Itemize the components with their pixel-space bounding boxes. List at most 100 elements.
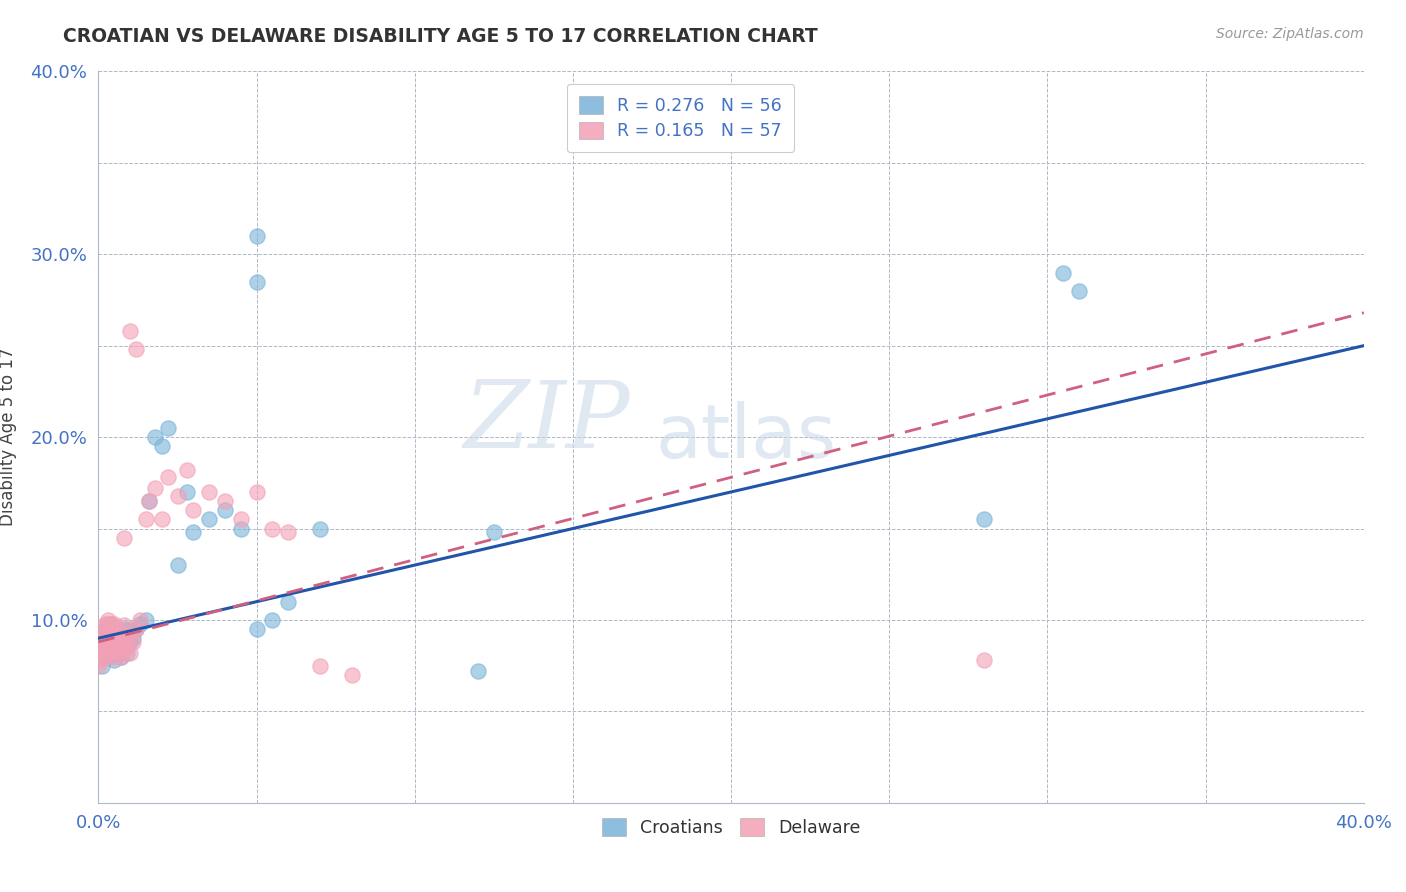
Point: [107, 646, 129, 660]
Point: [229, 512, 252, 526]
Point: [90, 658, 112, 673]
Point: [120, 646, 141, 660]
Point: [97, 616, 120, 631]
Point: [229, 521, 252, 535]
Point: [157, 470, 180, 484]
Point: [100, 627, 122, 641]
Point: [100, 635, 122, 649]
Point: [97, 627, 120, 641]
Point: [93, 622, 117, 636]
Point: [107, 622, 129, 636]
Point: [87, 658, 110, 673]
Point: [1067, 284, 1090, 298]
Point: [214, 503, 236, 517]
Point: [277, 594, 299, 608]
Point: [150, 439, 173, 453]
Point: [135, 512, 157, 526]
Point: [93, 640, 117, 655]
Point: [112, 644, 135, 658]
Point: [198, 512, 221, 526]
Point: [150, 512, 173, 526]
Point: [262, 613, 284, 627]
Point: [107, 644, 129, 658]
Point: [110, 649, 132, 664]
Point: [87, 646, 110, 660]
Point: [482, 525, 505, 540]
Point: [128, 613, 150, 627]
Point: [90, 632, 112, 646]
Y-axis label: Disability Age 5 to 17: Disability Age 5 to 17: [0, 348, 17, 526]
Point: [1052, 266, 1074, 280]
Point: [973, 653, 995, 667]
Point: [309, 658, 332, 673]
Point: [115, 640, 138, 655]
Point: [103, 649, 125, 664]
Text: Source: ZipAtlas.com: Source: ZipAtlas.com: [1216, 27, 1364, 41]
Point: [340, 667, 363, 681]
Point: [90, 649, 112, 664]
Point: [100, 627, 122, 641]
Point: [262, 521, 284, 535]
Point: [183, 525, 205, 540]
Point: [176, 485, 198, 500]
Point: [467, 664, 489, 678]
Point: [100, 616, 122, 631]
Point: [309, 521, 332, 535]
Point: [90, 640, 112, 655]
Point: [122, 632, 145, 646]
Point: [125, 622, 148, 636]
Point: [107, 622, 129, 636]
Point: [183, 503, 205, 517]
Text: CROATIAN VS DELAWARE DISABILITY AGE 5 TO 17 CORRELATION CHART: CROATIAN VS DELAWARE DISABILITY AGE 5 TO…: [63, 27, 818, 45]
Point: [100, 616, 122, 631]
Point: [115, 646, 138, 660]
Point: [93, 639, 117, 653]
Point: [277, 525, 299, 540]
Point: [145, 481, 166, 495]
Point: [97, 635, 120, 649]
Point: [145, 430, 166, 444]
Point: [120, 622, 141, 636]
Text: atlas: atlas: [655, 401, 837, 474]
Point: [90, 632, 112, 646]
Point: [125, 622, 148, 636]
Point: [246, 275, 269, 289]
Point: [120, 635, 141, 649]
Text: ZIP: ZIP: [463, 377, 630, 467]
Point: [110, 625, 132, 640]
Point: [157, 421, 180, 435]
Point: [112, 618, 135, 632]
Point: [97, 625, 120, 640]
Point: [128, 616, 150, 631]
Point: [125, 343, 148, 357]
Point: [93, 616, 117, 631]
Point: [97, 649, 120, 664]
Point: [103, 620, 125, 634]
Point: [120, 324, 141, 338]
Point: [103, 616, 125, 631]
Point: [97, 646, 120, 660]
Legend: Croatians, Delaware: Croatians, Delaware: [589, 805, 873, 849]
Point: [103, 640, 125, 655]
Point: [110, 627, 132, 641]
Point: [110, 637, 132, 651]
Point: [115, 627, 138, 641]
Point: [176, 463, 198, 477]
Point: [103, 639, 125, 653]
Point: [120, 627, 141, 641]
Point: [97, 613, 120, 627]
Point: [93, 635, 117, 649]
Point: [100, 640, 122, 655]
Point: [138, 494, 160, 508]
Point: [97, 639, 120, 653]
Point: [246, 229, 269, 244]
Point: [103, 632, 125, 646]
Point: [107, 633, 129, 648]
Point: [107, 635, 129, 649]
Point: [110, 639, 132, 653]
Point: [973, 512, 995, 526]
Point: [112, 622, 135, 636]
Point: [103, 653, 125, 667]
Point: [100, 646, 122, 660]
Point: [166, 558, 188, 573]
